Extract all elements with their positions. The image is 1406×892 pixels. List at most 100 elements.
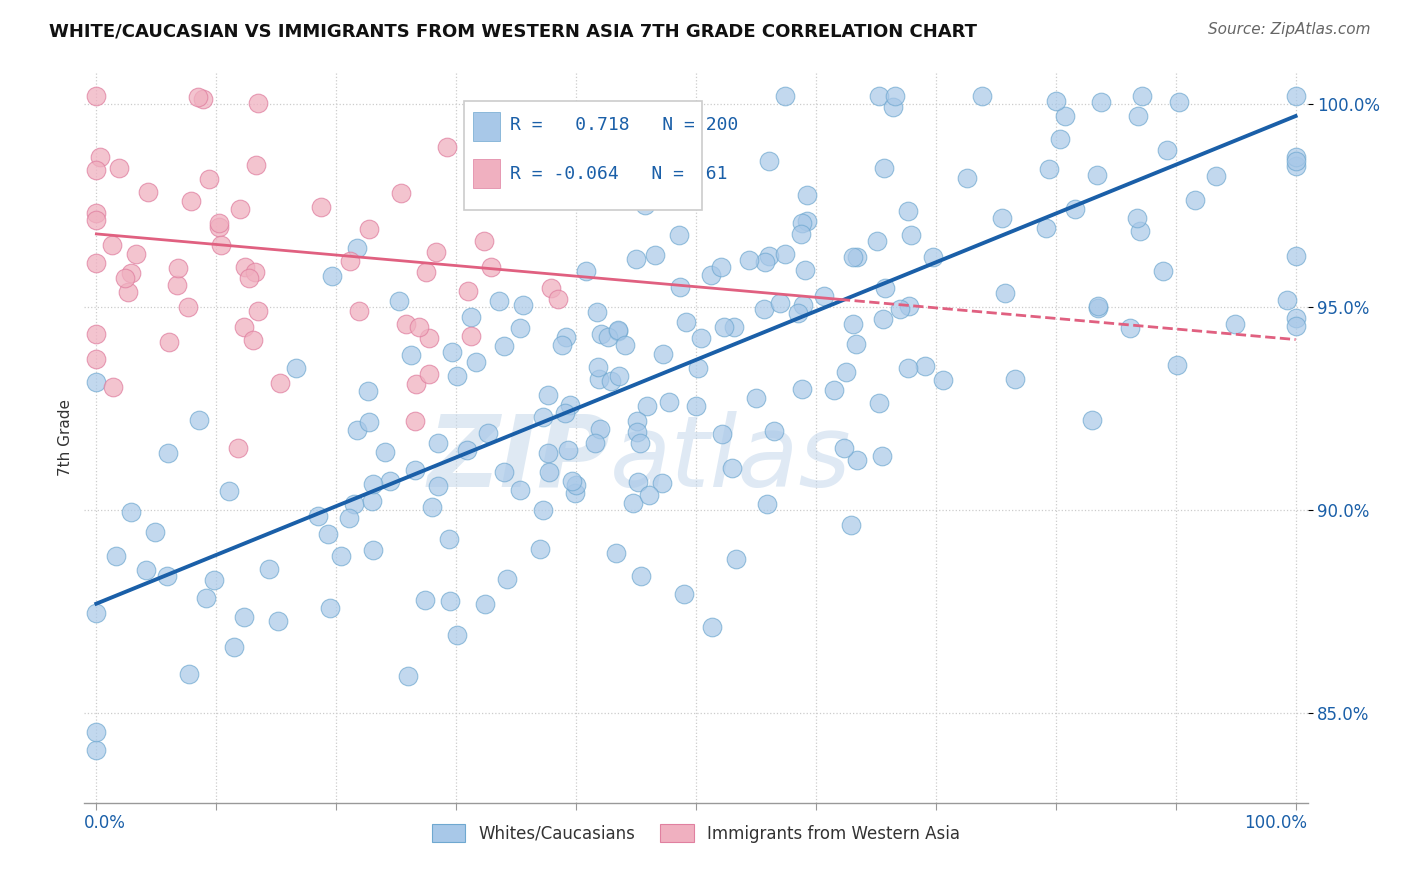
Point — [872, 312, 894, 326]
Point — [763, 424, 786, 438]
Point — [561, 475, 583, 489]
Point — [156, 446, 179, 460]
Point — [700, 268, 723, 282]
Point — [725, 551, 748, 566]
Point — [623, 496, 645, 510]
Point — [198, 172, 221, 186]
Point — [846, 250, 869, 264]
Point — [607, 368, 630, 383]
Point — [711, 427, 734, 442]
Point — [1284, 159, 1306, 173]
Point — [1004, 371, 1026, 385]
Point — [187, 413, 209, 427]
Point — [605, 545, 627, 559]
Point — [167, 261, 190, 276]
Point — [991, 211, 1014, 225]
Point — [157, 334, 180, 349]
Point — [789, 227, 811, 241]
Point — [1126, 109, 1149, 123]
Text: ZIP: ZIP — [427, 410, 610, 508]
Point — [108, 161, 131, 176]
Point — [207, 220, 229, 235]
Point — [1284, 249, 1306, 263]
Point — [637, 488, 659, 502]
Point — [228, 441, 250, 455]
Point — [537, 387, 560, 401]
Point — [846, 453, 869, 467]
Text: atlas: atlas — [610, 410, 852, 508]
Point — [103, 380, 125, 394]
Point — [841, 317, 863, 331]
Point — [870, 449, 893, 463]
Point — [125, 246, 148, 260]
Point — [267, 615, 290, 629]
Point — [512, 298, 534, 312]
Point — [465, 355, 488, 369]
Point — [426, 479, 449, 493]
Point — [685, 399, 707, 413]
Point — [408, 319, 430, 334]
Point — [269, 376, 291, 390]
Point — [425, 245, 447, 260]
Point — [575, 263, 598, 277]
Point — [596, 330, 619, 344]
Point — [460, 310, 482, 324]
Point — [758, 153, 780, 168]
Point — [769, 295, 792, 310]
Point — [922, 250, 945, 264]
Point — [868, 88, 890, 103]
Point — [180, 194, 202, 208]
Point — [247, 304, 270, 318]
Point — [868, 396, 890, 410]
Point — [114, 271, 136, 285]
Point — [1049, 131, 1071, 145]
Point — [457, 284, 479, 298]
Point — [439, 593, 461, 607]
Point — [86, 352, 108, 367]
Point — [1284, 311, 1306, 326]
Point — [686, 360, 709, 375]
Point — [792, 298, 814, 312]
Point — [900, 227, 922, 242]
Point — [193, 92, 215, 106]
Point — [496, 573, 519, 587]
Point — [1166, 358, 1188, 372]
Point — [86, 162, 108, 177]
Point — [388, 294, 411, 309]
Point — [972, 88, 994, 103]
Point — [437, 532, 460, 546]
Point — [232, 610, 254, 624]
Point — [436, 140, 458, 154]
Point — [1090, 95, 1112, 110]
Point — [710, 260, 733, 274]
Point — [1130, 88, 1153, 103]
Point — [472, 234, 495, 248]
Point — [796, 214, 818, 228]
Point — [361, 476, 384, 491]
Point — [792, 217, 814, 231]
Point — [209, 237, 232, 252]
Point — [586, 359, 609, 374]
Point — [873, 161, 896, 175]
Point — [1129, 224, 1152, 238]
Point — [644, 248, 666, 262]
Point — [745, 391, 768, 405]
Point — [86, 375, 108, 389]
Point — [187, 90, 209, 104]
Point — [627, 475, 650, 489]
Point — [395, 317, 418, 331]
Point — [245, 158, 267, 172]
Point — [105, 549, 128, 563]
Point — [754, 301, 776, 316]
Text: 100.0%: 100.0% — [1244, 814, 1308, 832]
Point — [537, 445, 560, 459]
Point — [378, 474, 401, 488]
Point — [242, 334, 264, 348]
Point — [1087, 299, 1109, 313]
Point — [1035, 220, 1057, 235]
Text: R = -0.064   N =  61: R = -0.064 N = 61 — [510, 165, 727, 183]
Point — [166, 278, 188, 293]
Point — [994, 286, 1017, 301]
Text: Source: ZipAtlas.com: Source: ZipAtlas.com — [1208, 22, 1371, 37]
Point — [359, 415, 381, 429]
